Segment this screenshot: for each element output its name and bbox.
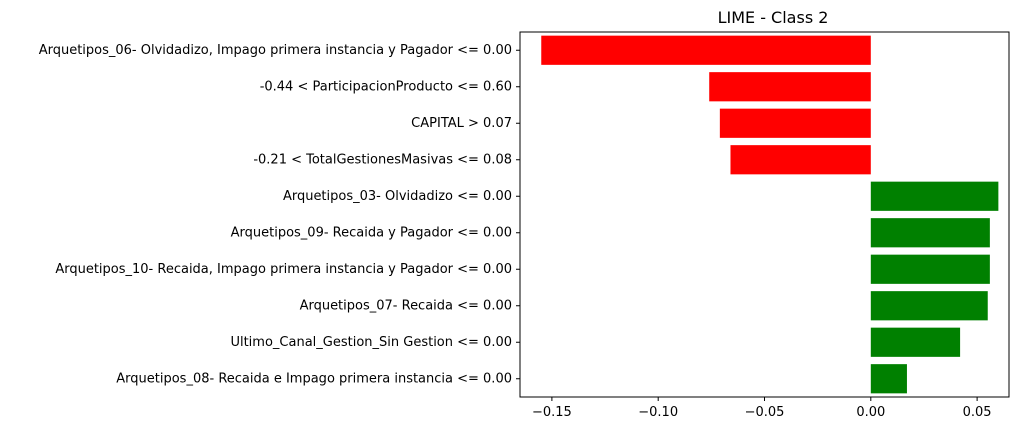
- category-label-5: Arquetipos_09- Recaida y Pagador <= 0.00: [231, 225, 512, 240]
- category-label-4: Arquetipos_03- Olvidadizo <= 0.00: [283, 189, 512, 204]
- plot-frame: [519, 31, 1010, 398]
- category-labels-group: Arquetipos_06- Olvidadizo, Impago primer…: [39, 43, 520, 386]
- x-tick-label-2: −0.05: [745, 405, 785, 420]
- bar-9: [870, 364, 907, 394]
- bar-2: [719, 108, 871, 138]
- bars-group: [541, 35, 999, 394]
- bar-1: [709, 72, 871, 102]
- chart-title: LIME - Class 2: [718, 8, 829, 27]
- x-tick-label-1: −0.10: [638, 405, 678, 420]
- x-tick-label-0: −0.15: [532, 405, 572, 420]
- category-label-8: Ultimo_Canal_Gestion_Sin Gestion <= 0.00: [230, 335, 512, 350]
- bar-0: [541, 35, 871, 65]
- x-tick-label-3: 0.00: [856, 405, 885, 420]
- category-label-1: -0.44 < ParticipacionProducto <= 0.60: [260, 79, 512, 94]
- category-label-6: Arquetipos_10- Recaida, Impago primera i…: [55, 262, 512, 277]
- x-tick-label-4: 0.05: [963, 405, 992, 420]
- category-label-9: Arquetipos_08- Recaida e Impago primera …: [116, 371, 512, 386]
- x-ticks-group: −0.15 −0.10 −0.05 0.00 0.05: [532, 397, 992, 420]
- bar-4: [870, 181, 999, 211]
- bar-8: [870, 327, 961, 357]
- bar-6: [870, 254, 990, 284]
- category-label-3: -0.21 < TotalGestionesMasivas <= 0.08: [253, 152, 512, 167]
- bar-5: [870, 218, 990, 248]
- bar-3: [730, 145, 871, 175]
- category-label-7: Arquetipos_07- Recaida <= 0.00: [300, 298, 512, 313]
- category-label-0: Arquetipos_06- Olvidadizo, Impago primer…: [39, 43, 512, 58]
- bar-7: [870, 291, 988, 321]
- category-label-2: CAPITAL > 0.07: [411, 116, 512, 131]
